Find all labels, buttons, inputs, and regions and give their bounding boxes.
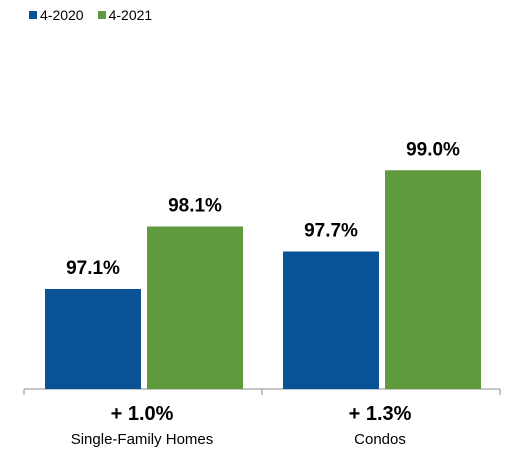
category-label-condos: Condos [354, 431, 406, 448]
legend-item-4-2021: 4-2021 [97, 7, 153, 23]
bar-4-2021-1 [385, 170, 481, 389]
legend-item-4-2020: 4-2020 [29, 7, 84, 23]
change-value-condos: + 1.3% [348, 403, 412, 425]
category-group-condos: + 1.3% Condos [262, 402, 498, 449]
bar-4-2020-0 [45, 289, 141, 389]
data-label-4-2021-1: 99.0% [406, 139, 460, 160]
legend-swatch-4-2020 [29, 11, 37, 19]
legend-label-4-2020: 4-2020 [40, 7, 84, 23]
category-label-single-family: Single-Family Homes [70, 431, 214, 448]
category-group-single-family: + 1.0% Single-Family Homes [24, 402, 260, 449]
bar-4-2020-1 [283, 251, 379, 389]
data-label-4-2021-0: 98.1% [168, 196, 222, 217]
legend: 4-2020 4-2021 [29, 7, 152, 23]
change-value-single-family: + 1.0% [110, 403, 174, 425]
legend-swatch-4-2021 [97, 11, 106, 19]
data-label-4-2020-0: 97.1% [66, 258, 120, 279]
bar-4-2021-0 [147, 226, 243, 389]
legend-label-4-2021: 4-2021 [108, 7, 153, 23]
data-label-4-2020-1: 97.7% [304, 221, 358, 242]
